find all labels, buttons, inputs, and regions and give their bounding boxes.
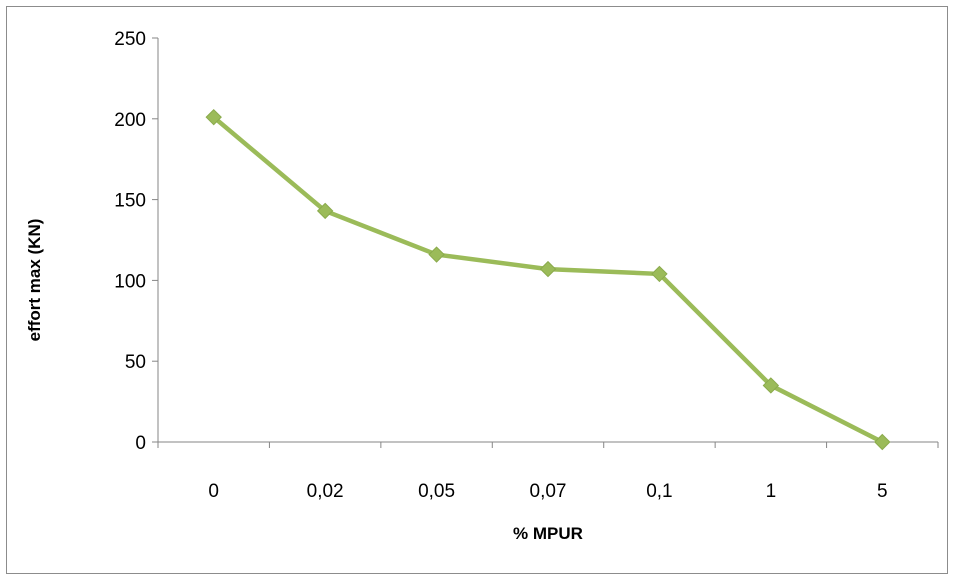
y-tick-label: 150 — [114, 191, 146, 212]
tick-labels: 0 50 100 150 200 250 0 0,02 0,05 0,07 0,1 1 5 — [114, 29, 887, 502]
data-point-marker — [316, 202, 334, 220]
y-tick-label: 100 — [114, 271, 146, 292]
x-tick-label: 0,07 — [530, 481, 567, 502]
axes — [152, 37, 939, 448]
data-point-marker — [762, 377, 780, 394]
data-point-marker — [539, 260, 557, 278]
y-tick-label: 0 — [135, 433, 146, 454]
data-point-marker — [205, 108, 222, 126]
x-tick-label: 5 — [877, 481, 888, 502]
series-line — [211, 114, 885, 445]
x-tick-label: 0,1 — [646, 481, 672, 502]
data-point-marker — [428, 246, 445, 263]
x-tick-label: 0,05 — [418, 481, 455, 502]
data-point-marker — [651, 265, 668, 283]
x-tick-label: 1 — [766, 481, 777, 502]
y-tick-label: 50 — [125, 352, 146, 373]
x-tick-label: 0 — [208, 481, 219, 502]
x-tick-label: 0,02 — [307, 481, 344, 502]
y-tick-label: 250 — [114, 29, 146, 50]
data-point-marker — [874, 433, 891, 451]
chart-frame — [6, 6, 948, 574]
series-layer — [205, 108, 891, 451]
y-tick-label: 200 — [114, 110, 146, 131]
x-axis-title: % MPUR — [513, 524, 583, 543]
y-axis-title: effort max (KN) — [25, 219, 44, 342]
